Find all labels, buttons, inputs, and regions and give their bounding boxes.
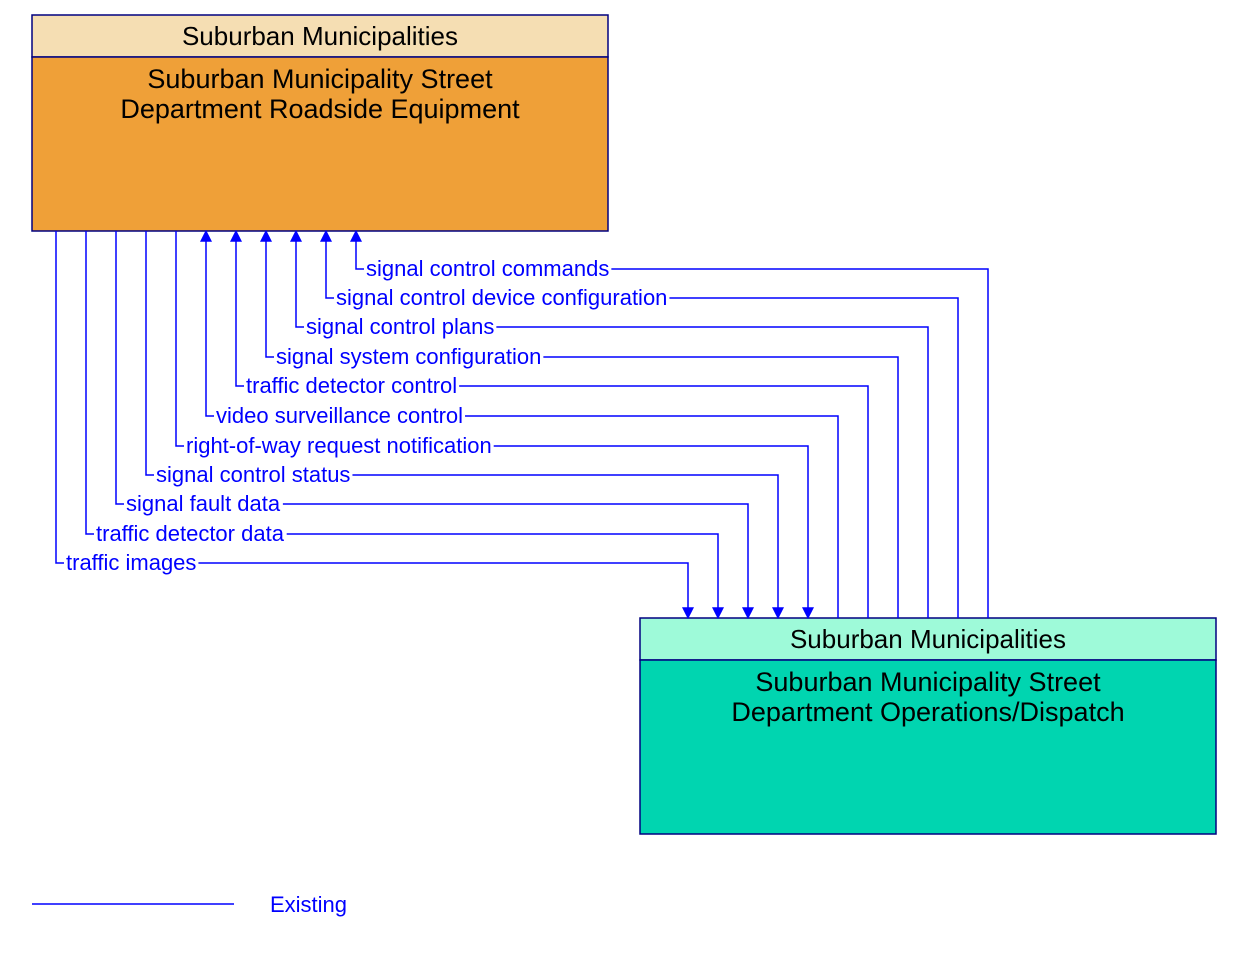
flows-group: signal control commands signal control de… — [56, 231, 988, 618]
dispatch-box: Suburban Municipalities Suburban Municip… — [640, 618, 1216, 834]
legend-label: Existing — [270, 892, 347, 917]
flow-label: traffic detector data — [96, 521, 285, 546]
flow-label: signal system configuration — [276, 344, 541, 369]
flow-label: signal control commands — [366, 256, 609, 281]
flow-label: signal control device configuration — [336, 285, 667, 310]
legend: Existing — [32, 892, 347, 917]
flow-label: video surveillance control — [216, 403, 463, 428]
flow-label: traffic images — [66, 550, 196, 575]
flow-label: signal control status — [156, 462, 350, 487]
architecture-flow-diagram: Suburban Municipalities Suburban Municip… — [0, 0, 1252, 957]
flow-label: signal fault data — [126, 491, 281, 516]
dispatch-body-line2: Department Operations/Dispatch — [731, 697, 1124, 727]
roadside-body-line2: Department Roadside Equipment — [120, 94, 520, 124]
roadside-header-label: Suburban Municipalities — [182, 21, 458, 51]
roadside-equipment-box: Suburban Municipalities Suburban Municip… — [32, 15, 608, 231]
roadside-body-line1: Suburban Municipality Street — [147, 64, 493, 94]
dispatch-header-label: Suburban Municipalities — [790, 624, 1066, 654]
flow-label: traffic detector control — [246, 373, 457, 398]
flow-label: signal control plans — [306, 314, 494, 339]
dispatch-body-line1: Suburban Municipality Street — [755, 667, 1101, 697]
flow-label: right-of-way request notification — [186, 433, 492, 458]
